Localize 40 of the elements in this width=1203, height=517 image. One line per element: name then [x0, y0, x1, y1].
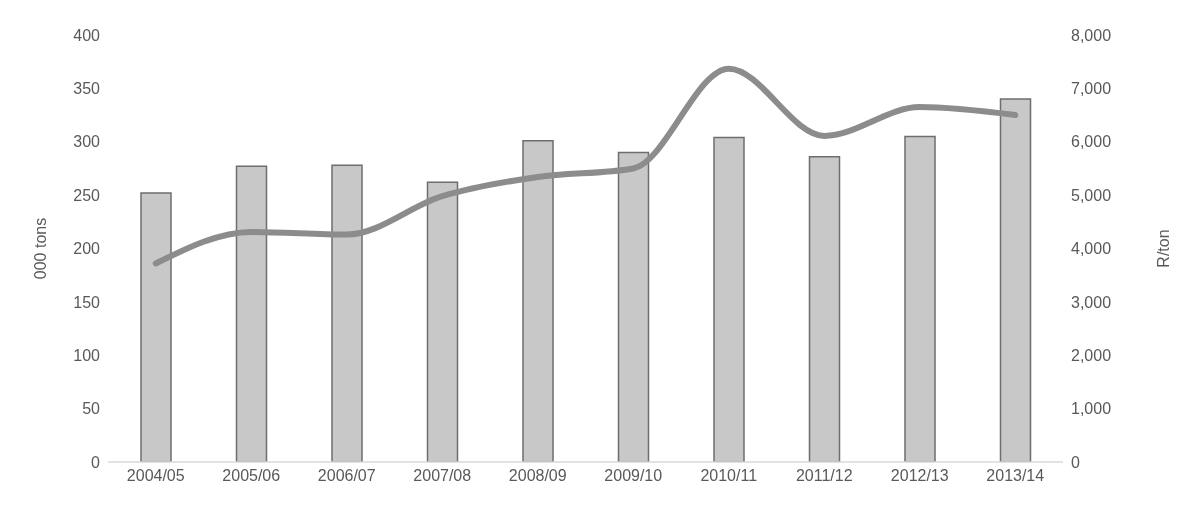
x-tick-label: 2011/12 [795, 467, 853, 485]
bar [808, 155, 841, 462]
x-tick-label: 2013/14 [986, 467, 1045, 485]
bar [235, 165, 268, 462]
y2-tick-label: 6,000 [1071, 133, 1112, 151]
y-axis-title: 000 tons [31, 217, 49, 280]
bar [617, 151, 650, 462]
y2-tick-label: 2,000 [1071, 346, 1112, 364]
bar [331, 164, 363, 462]
x-tick-label: 2005/06 [222, 467, 281, 485]
x-tick-label: 2007/08 [413, 467, 472, 485]
y2-tick-label: 3,000 [1071, 293, 1112, 311]
y-tick-label: 250 [73, 186, 101, 204]
x-tick-label: 2012/13 [890, 467, 949, 485]
y2-tick-label: 5,000 [1071, 186, 1112, 204]
y2-tick-label: 7,000 [1071, 80, 1112, 98]
x-tick-label: 2004/05 [126, 467, 185, 485]
bar [140, 192, 172, 462]
x-tick-label: 2010/11 [700, 467, 758, 485]
y-tick-label: 0 [91, 453, 101, 471]
y2-tick-label: 0 [1071, 453, 1080, 471]
bar [999, 98, 1032, 462]
y2-tick-label: 1,000 [1071, 400, 1112, 418]
y-tick-label: 150 [73, 293, 101, 311]
y2-tick-label: 4,000 [1071, 240, 1112, 258]
x-tick-label: 2009/10 [604, 467, 663, 485]
y-tick-label: 50 [82, 400, 101, 418]
x-tick-label: 2008/09 [508, 467, 567, 485]
y2-axis-title: R/ton [1154, 229, 1172, 268]
bar [904, 135, 936, 462]
y-tick-label: 400 [73, 26, 101, 44]
bar [426, 181, 459, 462]
bar [713, 136, 745, 462]
y-tick-label: 100 [73, 346, 101, 364]
x-tick-label: 2006/07 [317, 467, 376, 485]
y-tick-label: 200 [73, 240, 101, 258]
y-tick-label: 350 [73, 80, 101, 98]
bar [522, 139, 554, 462]
y2-tick-label: 8,000 [1071, 26, 1112, 44]
y-tick-label: 300 [73, 133, 101, 151]
